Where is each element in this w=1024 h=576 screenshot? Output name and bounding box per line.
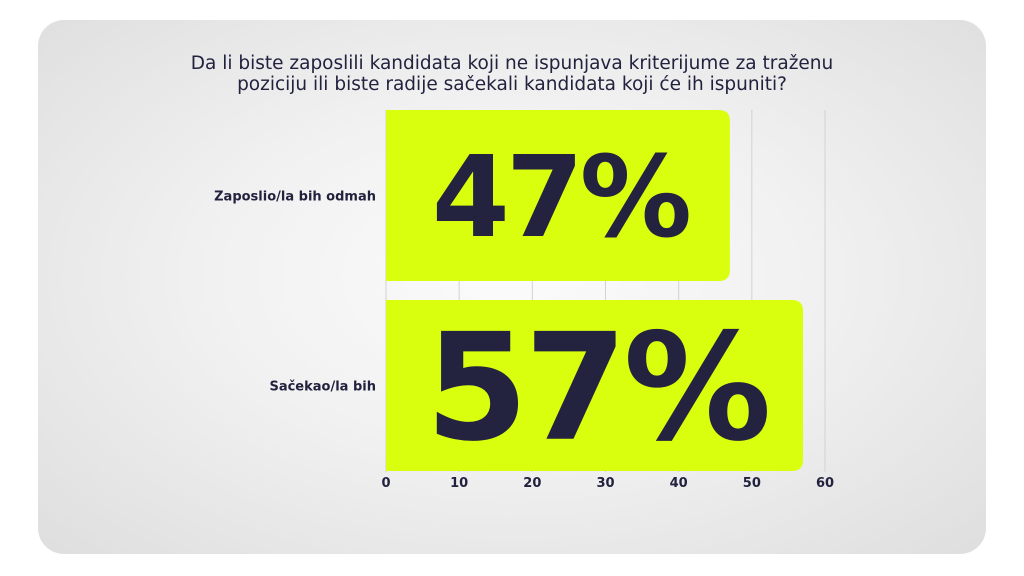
x-tick-label: 60 <box>816 476 834 491</box>
bar <box>386 110 730 281</box>
x-tick-label: 10 <box>450 476 468 491</box>
category-label: Zaposlio/la bih odmah <box>214 190 376 205</box>
x-tick-label: 30 <box>596 476 614 491</box>
bar <box>386 300 804 471</box>
chart-card: Da li biste zaposlili kandidata koji ne … <box>38 20 986 554</box>
chart-title-line-2: poziciju ili biste radije sačekali kandi… <box>237 74 787 95</box>
bar-value-label: 57% <box>425 302 767 474</box>
category-label: Sačekao/la bih <box>269 380 376 395</box>
bar-value-label: 47% <box>432 133 689 263</box>
chart-title-line-1: Da li biste zaposlili kandidata koji ne … <box>190 53 834 74</box>
x-tick-label: 40 <box>670 476 688 491</box>
x-tick-label: 50 <box>743 476 761 491</box>
x-tick-label: 0 <box>381 476 390 491</box>
bar-chart: 0 10 20 30 40 50 60 47% Zaposlio/la bih odmah 57%… <box>214 110 834 491</box>
x-tick-label: 20 <box>523 476 541 491</box>
chart-title: Da li biste zaposlili kandidata koji ne … <box>38 53 986 95</box>
